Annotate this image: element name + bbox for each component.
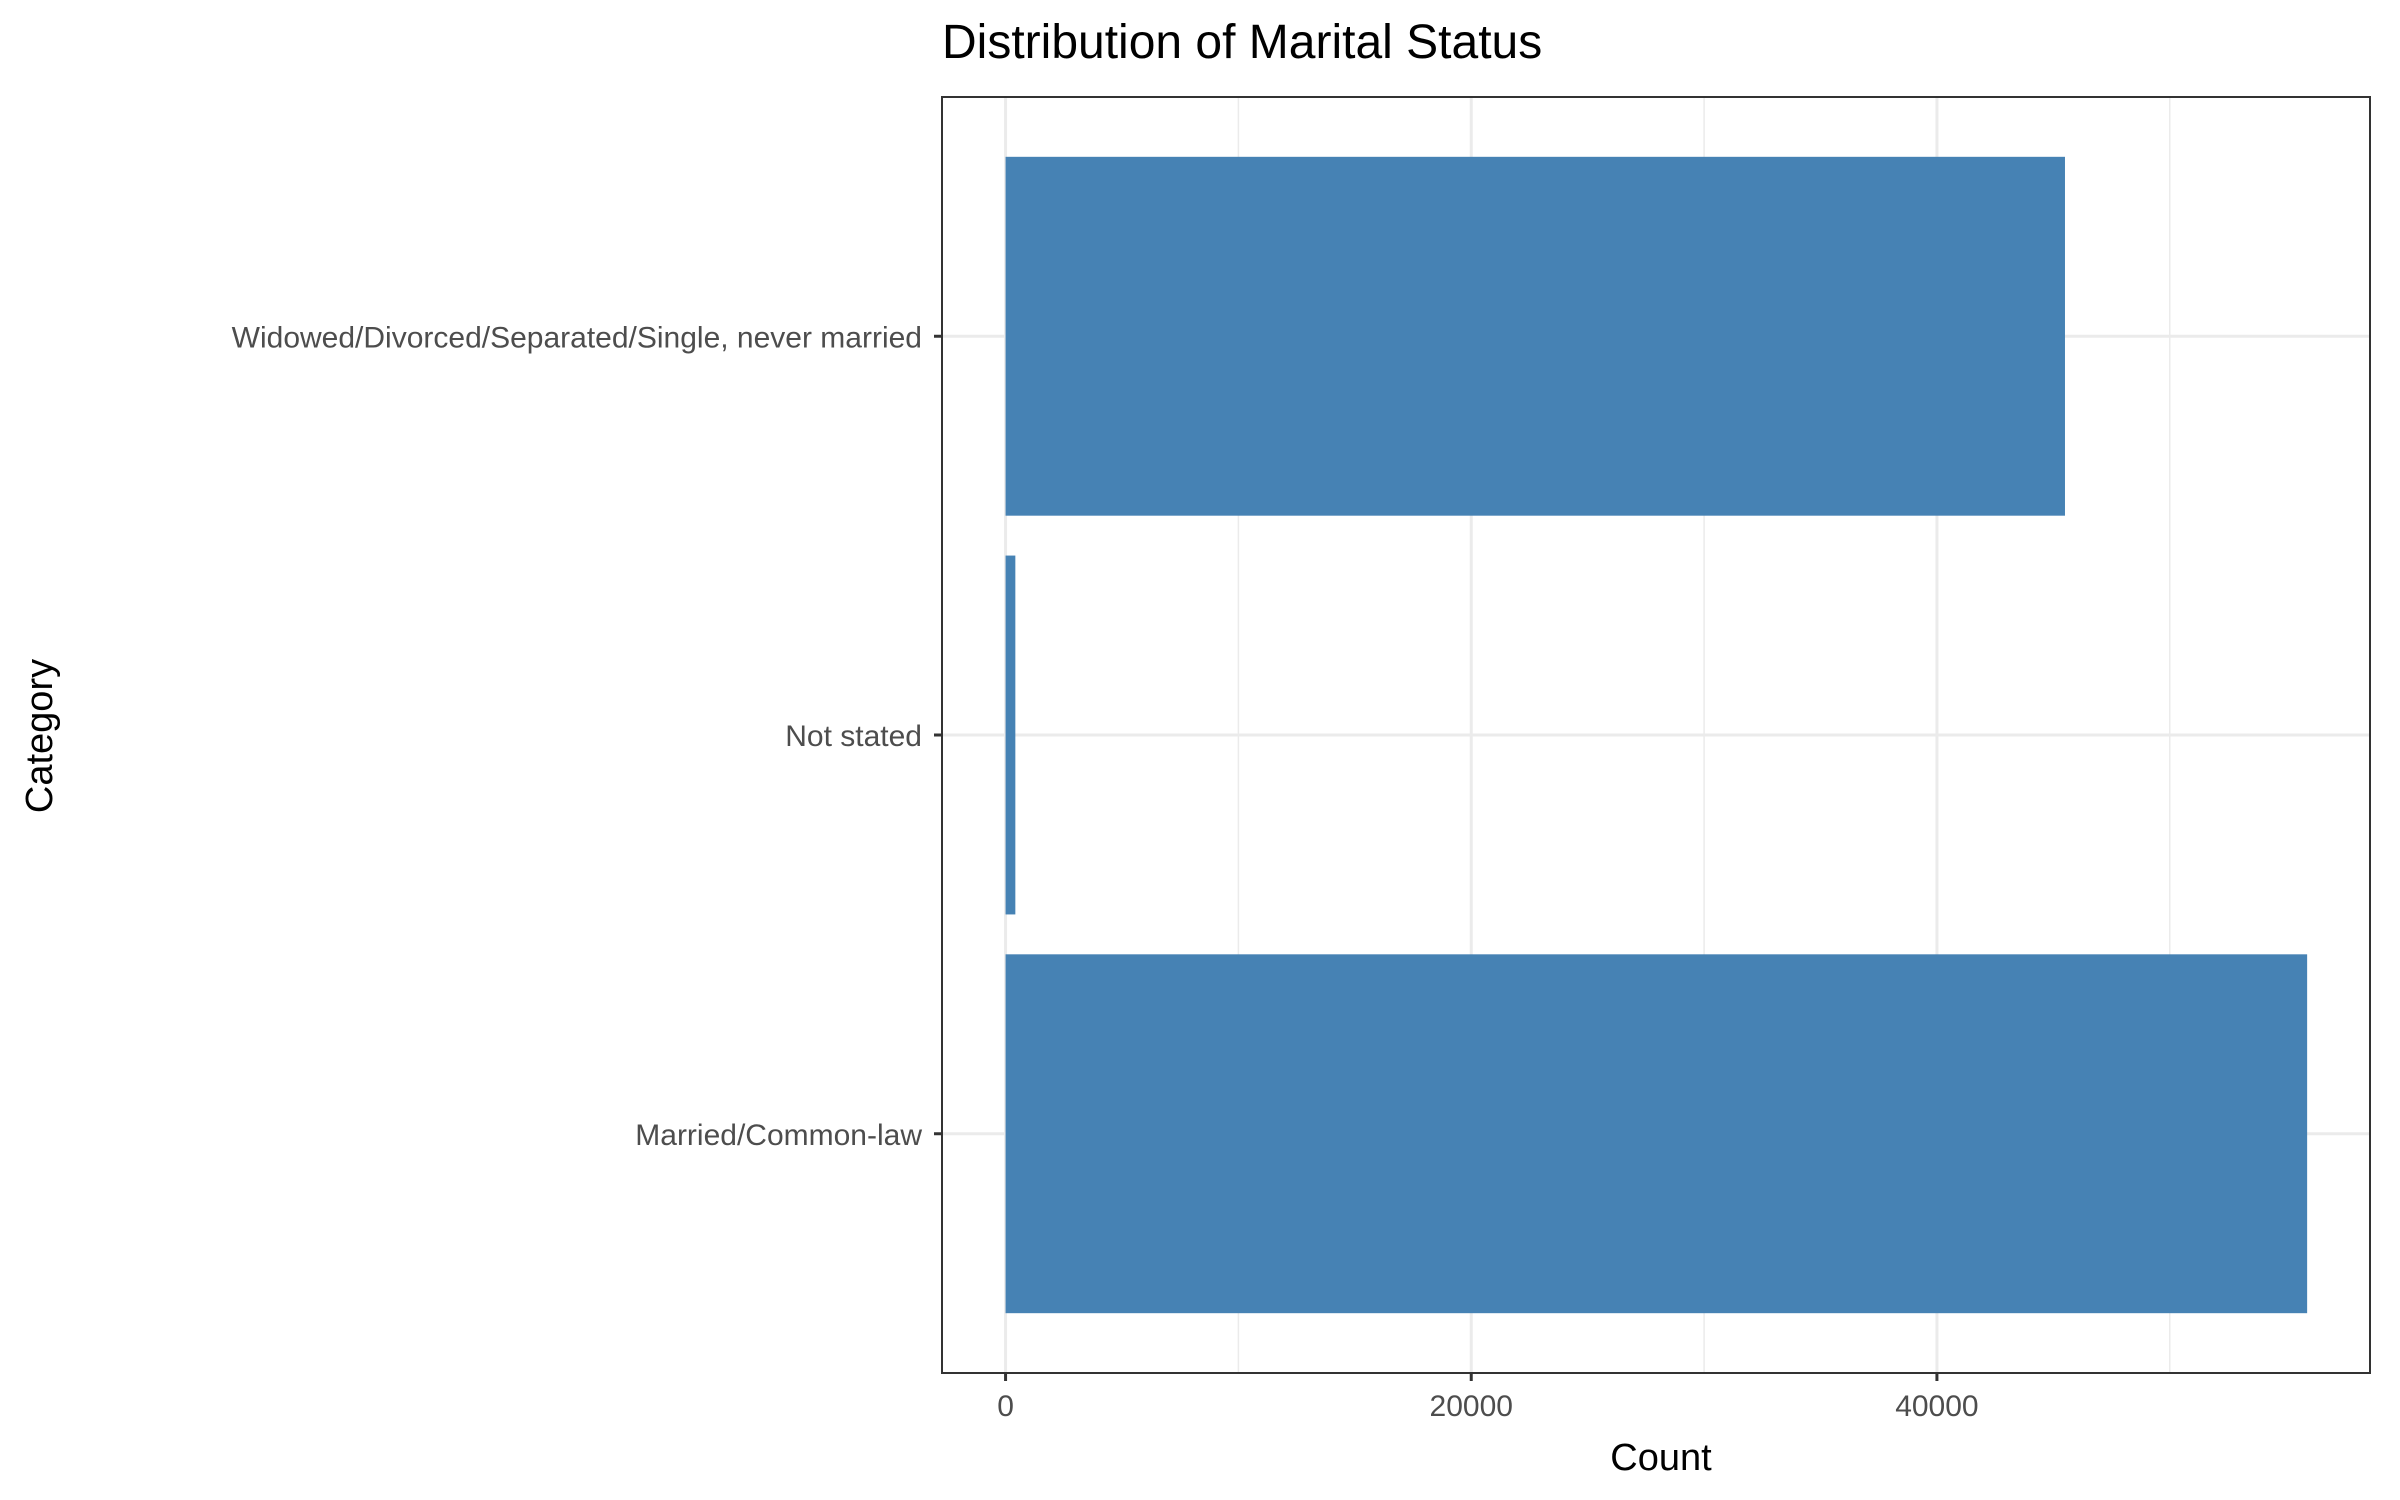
y-axis: Married/Common-law Not stated Widowed/Divo… (232, 321, 942, 1152)
bar-widowed-divorced-separated-single-never-married (1005, 156, 2065, 516)
x-axis-title: Count (1610, 1437, 1712, 1479)
chart-title: Distribution of Marital Status (942, 16, 1542, 69)
x-tick-label: 0 (997, 1390, 1014, 1423)
y-tick-label: Widowed/Divorced/Separated/Single, never… (232, 321, 922, 354)
y-tick-label: Not stated (785, 720, 922, 753)
y-axis-title: Category (19, 659, 61, 813)
x-tick-label: 40000 (1895, 1390, 1978, 1423)
x-axis: 0 20000 40000 (997, 1373, 1979, 1423)
bar-married-common-law (1005, 954, 2308, 1314)
bar-not-stated (1005, 555, 1016, 915)
x-tick-label: 20000 (1430, 1390, 1513, 1423)
bars (1005, 156, 2308, 1314)
y-tick-label: Married/Common-law (635, 1119, 922, 1152)
